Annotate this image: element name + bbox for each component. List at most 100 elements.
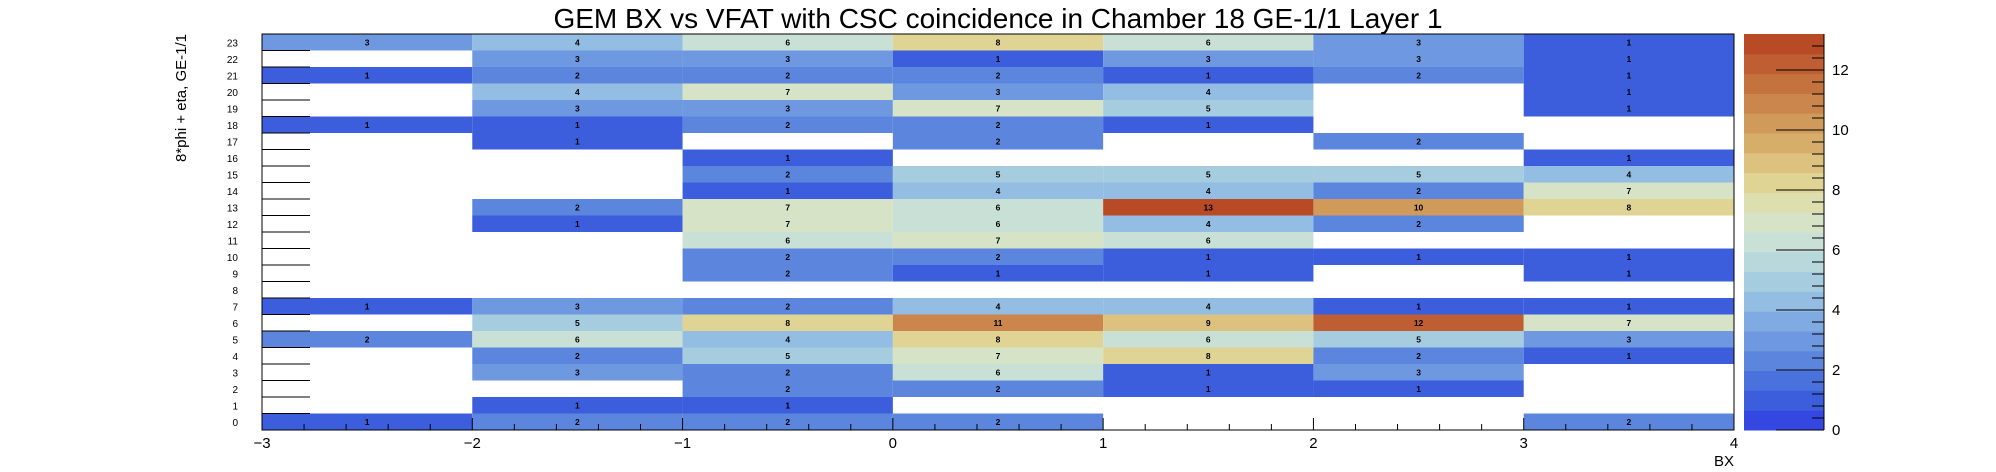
cell-value-label: 1 — [996, 268, 1001, 278]
y-tick-label: 3 — [232, 368, 238, 379]
cell-value-label: 5 — [996, 169, 1001, 179]
heatmap-cell — [892, 331, 1104, 348]
cell-value-label: 3 — [996, 87, 1001, 97]
x-axis: −3 −2 −1 0 1 2 3 4 — [253, 418, 1738, 452]
heatmap-cell — [892, 133, 1104, 150]
x-axis-label: BX — [1714, 453, 1734, 470]
heatmap-cell — [892, 413, 1104, 430]
x-tick-label: −2 — [464, 435, 481, 452]
heatmap-cell — [262, 413, 473, 430]
y-tick-label: 11 — [228, 236, 239, 247]
cell-value-label: 1 — [1626, 301, 1631, 311]
cell-value-label: 6 — [785, 37, 790, 47]
cell-value-label: 1 — [1626, 54, 1631, 64]
heatmap-cell — [472, 397, 683, 414]
y-tick-label: 13 — [227, 203, 239, 214]
heatmap-cell — [682, 397, 893, 414]
cell-value-label: 8 — [1206, 351, 1211, 361]
heatmap-cell — [1313, 166, 1524, 183]
heatmap-cell — [1523, 331, 1734, 348]
y-tick-label: 10 — [227, 253, 239, 264]
heatmap-cell — [1313, 34, 1524, 51]
cell-value-label: 2 — [1416, 219, 1421, 229]
heatmap-cell — [1313, 215, 1524, 232]
cell-value-label: 1 — [365, 70, 370, 80]
heatmap-cell — [1103, 298, 1314, 315]
heatmap-cell — [682, 83, 893, 100]
heatmap-cell — [472, 413, 683, 430]
heatmap-cell — [1313, 314, 1524, 331]
cell-value-labels: 1 2 2 2 21 12 2 1 13 2 6 1 32 5 7 8 2 12 6 4 8 6 5 35 8 11 9 12 71 3 2… — [365, 37, 1632, 427]
heatmap-cell — [682, 413, 893, 430]
cell-value-label: 3 — [785, 103, 790, 113]
heatmap-cell — [472, 298, 683, 315]
cell-value-label: 3 — [575, 103, 580, 113]
heatmap-cell — [1313, 133, 1524, 150]
heatmap-cell — [1313, 182, 1524, 199]
cell-value-label: 1 — [1206, 252, 1211, 262]
cell-value-label: 2 — [575, 351, 580, 361]
heatmap-cell — [682, 100, 893, 117]
colorbar-segment — [1744, 113, 1824, 134]
heatmap-cell — [1313, 298, 1524, 315]
colorbar-segment — [1744, 192, 1824, 213]
heatmap-cell — [1103, 199, 1314, 216]
x-tick-label: −1 — [674, 435, 691, 452]
cell-value-label: 2 — [575, 417, 580, 427]
cell-value-label: 1 — [1626, 153, 1631, 163]
cell-value-label: 1 — [365, 120, 370, 130]
heatmap-cell — [682, 298, 893, 315]
cell-value-label: 11 — [994, 318, 1003, 328]
heatmap-cell — [892, 248, 1104, 265]
heatmap-cell — [472, 34, 683, 51]
cell-value-label: 4 — [1206, 219, 1211, 229]
x-tick-label: 2 — [1309, 435, 1317, 452]
heatmap-cell — [472, 133, 683, 150]
heatmap-cell — [892, 364, 1104, 381]
heatmap-cell — [1523, 199, 1734, 216]
cell-value-label: 4 — [785, 334, 790, 344]
colorbar-segment — [1744, 311, 1824, 332]
heatmap-cell — [892, 34, 1104, 51]
heatmap-cell — [892, 50, 1104, 67]
heatmap-cell — [1523, 34, 1734, 51]
cell-value-label: 6 — [996, 219, 1001, 229]
y-tick-label: 9 — [232, 269, 238, 280]
colorbar-segment — [1744, 152, 1824, 174]
heatmap-cell — [1523, 100, 1734, 117]
heatmap-cell — [682, 364, 893, 381]
heatmap-cell — [682, 199, 893, 216]
heatmap-cell — [1313, 248, 1524, 265]
cell-value-label: 2 — [785, 268, 790, 278]
heatmap-cell — [682, 166, 893, 183]
cell-value-label: 5 — [1206, 103, 1211, 113]
cell-value-label: 1 — [365, 301, 370, 311]
heatmap-cell — [472, 331, 683, 348]
heatmap-cell — [682, 50, 893, 67]
cell-value-label: 3 — [1416, 54, 1421, 64]
colorbar-segment — [1744, 172, 1824, 193]
cell-value-label: 1 — [1206, 367, 1211, 377]
y-tick-label: 12 — [227, 220, 239, 231]
heatmap-cell — [682, 265, 893, 282]
heatmap-cell — [1313, 347, 1524, 364]
colorbar-tick-label: 6 — [1832, 242, 1840, 259]
heatmap-cell — [1103, 232, 1314, 249]
cell-value-label: 4 — [575, 87, 580, 97]
y-tick-label: 15 — [227, 170, 239, 181]
heatmap-cell — [682, 182, 893, 199]
heatmap-cell — [1523, 248, 1734, 265]
y-tick-label: 19 — [227, 104, 239, 115]
cell-value-label: 2 — [365, 334, 370, 344]
y-tick-label: 2 — [232, 385, 238, 396]
cell-value-label: 1 — [785, 400, 790, 410]
cell-value-label: 2 — [1416, 351, 1421, 361]
cell-value-label: 1 — [1626, 37, 1631, 47]
colorbar-tick-label: 12 — [1832, 62, 1849, 79]
heatmap-cell — [1103, 83, 1314, 100]
colorbar-segment — [1744, 390, 1824, 411]
y-tick-label: 5 — [232, 335, 238, 346]
colorbar-tick-label: 2 — [1832, 362, 1840, 379]
chart-title: GEM BX vs VFAT with CSC coincidence in C… — [553, 3, 1442, 34]
heatmap-cell — [1103, 364, 1314, 381]
